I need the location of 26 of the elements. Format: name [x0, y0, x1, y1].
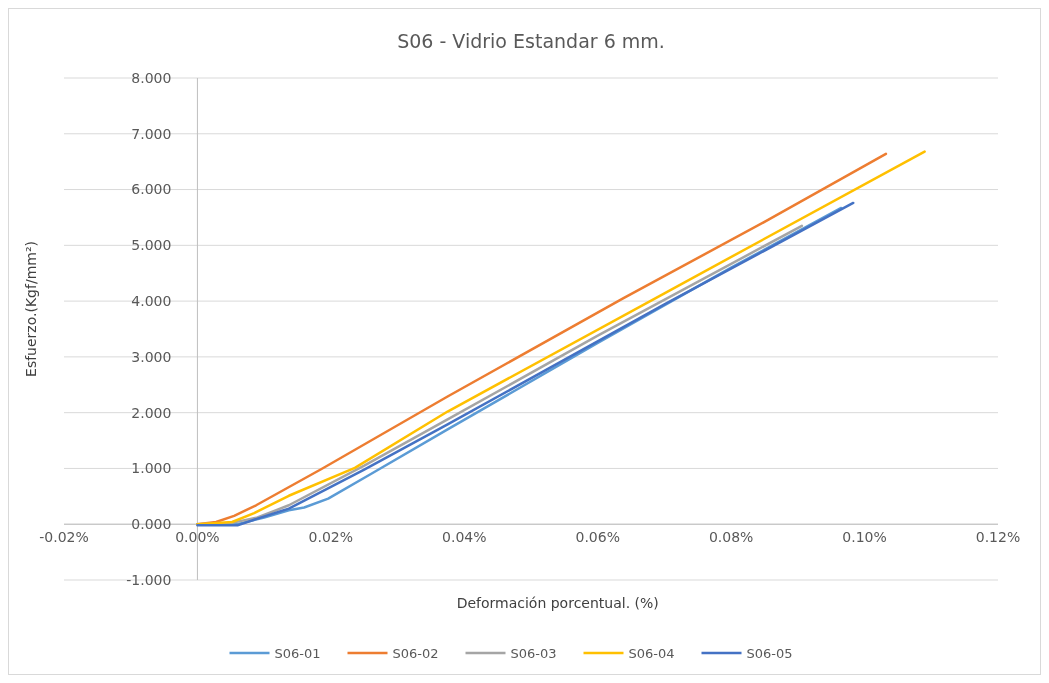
y-tick-label: 5.000	[131, 237, 172, 254]
x-axis-title: Deformación porcentual. (%)	[456, 595, 659, 611]
y-tick-label: 3.000	[131, 348, 172, 365]
x-tick-label: 0.02%	[308, 529, 354, 546]
x-tick-label: 0.04%	[442, 529, 487, 546]
legend-label: S06-04	[628, 645, 675, 661]
y-tick-label: 2.000	[131, 404, 172, 421]
y-tick-label: 6.000	[131, 181, 172, 198]
legend-label: S06-03	[510, 645, 557, 661]
chart-title: S06 - Vidrio Estandar 6 mm.	[397, 30, 665, 52]
legend-label: S06-05	[746, 645, 793, 661]
legend-label: S06-01	[274, 645, 321, 661]
y-tick-label: -1.000	[126, 571, 172, 588]
x-tick-label: 0.10%	[842, 529, 887, 546]
y-tick-label: 1.000	[131, 460, 172, 477]
x-tick-label: 0.00%	[175, 529, 220, 546]
y-tick-label: 0.000	[131, 516, 172, 533]
y-tick-label: 7.000	[131, 125, 172, 142]
y-axis-title: Esfuerzo.(Kgf/mm²)	[23, 241, 39, 377]
x-tick-label: 0.06%	[575, 529, 620, 546]
x-tick-label: 0.12%	[975, 529, 1021, 546]
x-tick-label: 0.08%	[708, 529, 754, 546]
y-tick-label: 4.000	[131, 293, 172, 310]
x-tick-label: -0.02%	[39, 529, 89, 546]
legend-label: S06-02	[392, 645, 439, 661]
y-tick-label: 8.000	[131, 69, 172, 86]
